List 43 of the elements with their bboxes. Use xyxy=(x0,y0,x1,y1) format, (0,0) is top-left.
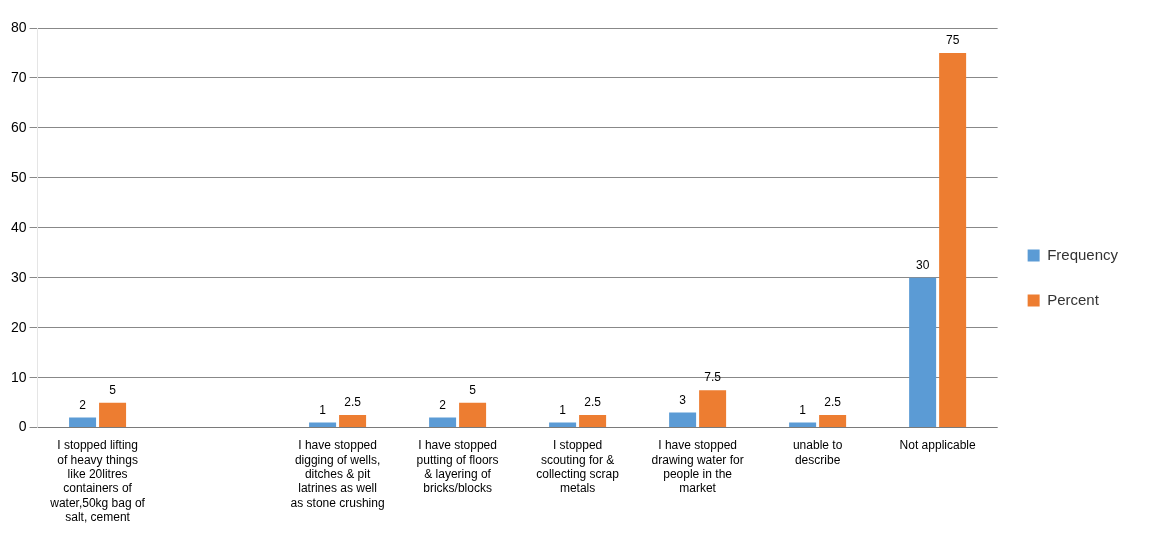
y-tick-label: 0 xyxy=(18,418,27,435)
bar xyxy=(579,415,607,428)
y-tick-label: 50 xyxy=(10,168,27,185)
bar xyxy=(819,415,847,428)
bar xyxy=(699,390,727,428)
bar xyxy=(459,402,487,428)
bar xyxy=(669,412,697,428)
data-label: 30 xyxy=(915,258,930,273)
x-tick-label: unable to describe xyxy=(792,438,843,467)
y-tick-label: 70 xyxy=(10,68,27,85)
x-tick-label: I have stopped putting of floors & layering of bricks/blocks xyxy=(416,438,499,496)
x-tick-label: Not applicable xyxy=(899,438,976,453)
data-label: 2.5 xyxy=(344,395,362,410)
bar xyxy=(909,277,937,428)
y-tick-label: 30 xyxy=(10,268,27,285)
bar xyxy=(99,402,127,428)
y-tick-label: 40 xyxy=(10,218,27,235)
bar xyxy=(69,417,97,428)
data-label: 2.5 xyxy=(584,395,602,410)
x-tick-label: I have stopped drawing water for people in the market xyxy=(651,438,744,496)
x-tick-label: I stopped lifting of heavy things like 20litres containers of water,50kg bag of salt, cement xyxy=(49,438,146,525)
data-label: 1 xyxy=(559,402,567,417)
data-label: 7.5 xyxy=(704,370,722,385)
bar xyxy=(339,415,367,428)
data-label: 1 xyxy=(319,402,327,417)
y-tick-label: 80 xyxy=(10,18,27,35)
data-label: 75 xyxy=(945,33,960,48)
data-label: 5 xyxy=(109,382,117,397)
bar xyxy=(939,52,967,428)
data-label: 5 xyxy=(469,382,477,397)
data-label: 2 xyxy=(439,397,447,412)
legend-label: Frequency xyxy=(1047,245,1119,263)
bar xyxy=(429,417,457,428)
data-label: 3 xyxy=(679,392,687,407)
legend-label: Percent xyxy=(1047,290,1100,308)
x-tick-label: I stopped scouting for & collecting scrap metals xyxy=(536,438,620,496)
data-label: 1 xyxy=(799,402,807,417)
x-tick-label: I have stopped digging of wells, ditches & pit latrines as well as stone crushing xyxy=(290,438,385,510)
y-tick-label: 10 xyxy=(10,368,27,385)
data-label: 2 xyxy=(79,397,87,412)
data-label: 2.5 xyxy=(824,395,842,410)
y-tick-label: 60 xyxy=(10,118,27,135)
y-tick-label: 20 xyxy=(10,318,27,335)
